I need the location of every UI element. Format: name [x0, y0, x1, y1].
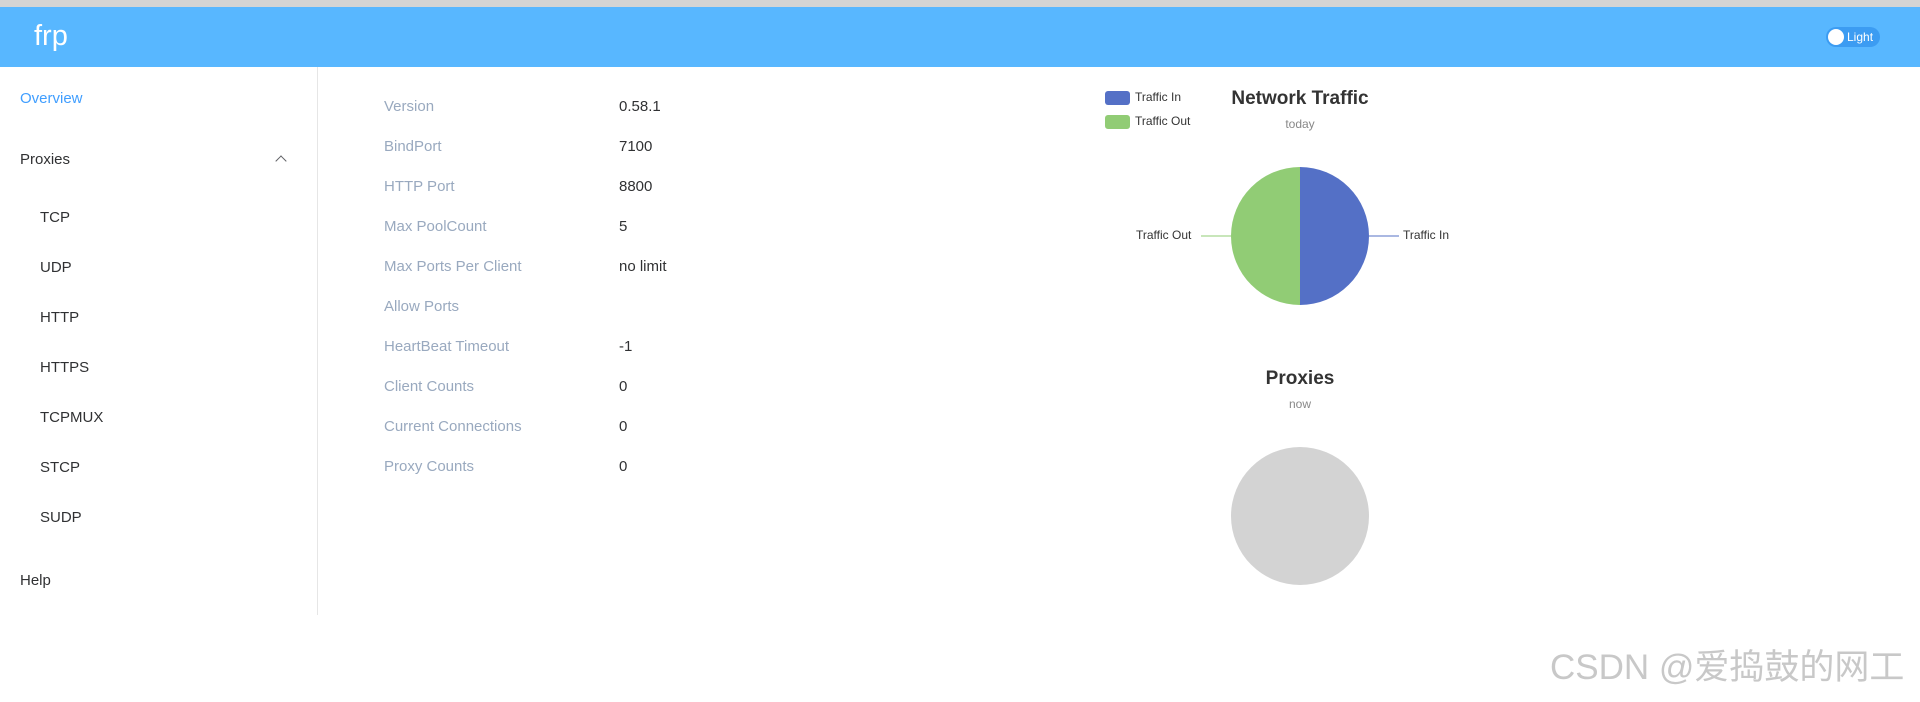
- browser-top-strip: [0, 0, 1920, 7]
- sidebar-menu: Overview Proxies TCP UDP HTTP HTTPS TCPM…: [0, 67, 318, 615]
- theme-toggle-label: Light: [1847, 30, 1874, 44]
- info-label-heartbeat-timeout: HeartBeat Timeout: [384, 338, 510, 355]
- info-value-http-port: 8800: [619, 178, 653, 195]
- csdn-watermark: CSDN @爱捣鼓的网工: [1550, 648, 1905, 687]
- info-label-version: Version: [384, 98, 435, 115]
- legend-swatch-traffic-in[interactable]: [1105, 91, 1130, 105]
- sidebar-item-https[interactable]: HTTPS: [40, 359, 90, 376]
- sidebar-item-udp[interactable]: UDP: [40, 259, 72, 276]
- app-logo[interactable]: frp: [34, 20, 68, 52]
- sidebar-item-tcp[interactable]: TCP: [40, 209, 70, 226]
- info-value-heartbeat-timeout: -1: [619, 338, 633, 355]
- proxies-chart-subtitle: now: [1288, 397, 1311, 411]
- info-label-http-port: HTTP Port: [384, 178, 455, 195]
- app-header: frp Light: [0, 7, 1920, 67]
- info-label-client-counts: Client Counts: [384, 378, 475, 395]
- info-value-current-connections: 0: [619, 418, 628, 435]
- network-traffic-subtitle: today: [1285, 117, 1315, 131]
- legend-label-traffic-out[interactable]: Traffic Out: [1135, 114, 1191, 128]
- toggle-knob: [1828, 29, 1844, 45]
- theme-toggle-switch[interactable]: Light: [1826, 27, 1880, 47]
- network-traffic-title: Network Traffic: [1231, 88, 1369, 109]
- sidebar-item-http[interactable]: HTTP: [40, 309, 80, 326]
- info-label-max-ports-per-client: Max Ports Per Client: [384, 258, 522, 275]
- info-value-client-counts: 0: [619, 378, 628, 395]
- sidebar-item-proxies[interactable]: Proxies: [20, 151, 71, 168]
- info-value-proxy-counts: 0: [619, 458, 628, 475]
- info-value-max-poolcount: 5: [619, 218, 628, 235]
- pie-label-traffic-out: Traffic Out: [1136, 228, 1192, 242]
- info-label-max-poolcount: Max PoolCount: [384, 218, 487, 235]
- info-value-version: 0.58.1: [619, 98, 661, 115]
- pie-label-traffic-in: Traffic In: [1403, 228, 1450, 242]
- info-value-max-ports-per-client: no limit: [619, 258, 667, 275]
- info-value-bindport: 7100: [619, 138, 653, 155]
- info-label-current-connections: Current Connections: [384, 418, 522, 435]
- network-traffic-slice-traffic-out[interactable]: [1231, 167, 1300, 305]
- info-label-proxy-counts: Proxy Counts: [384, 458, 475, 475]
- proxies-chart-title: Proxies: [1265, 368, 1335, 389]
- legend-swatch-traffic-out[interactable]: [1105, 115, 1130, 129]
- info-label-allow-ports: Allow Ports: [384, 298, 460, 315]
- info-label-bindport: BindPort: [384, 138, 442, 155]
- sidebar-item-tcpmux[interactable]: TCPMUX: [40, 409, 104, 426]
- sidebar-item-stcp[interactable]: STCP: [40, 459, 81, 476]
- sidebar-item-overview[interactable]: Overview: [20, 90, 83, 107]
- sidebar-item-sudp[interactable]: SUDP: [40, 509, 82, 526]
- legend-label-traffic-in[interactable]: Traffic In: [1135, 90, 1182, 104]
- proxies-empty-pie: [1231, 447, 1369, 585]
- network-traffic-slice-traffic-in[interactable]: [1300, 167, 1369, 305]
- sidebar-item-help[interactable]: Help: [20, 572, 51, 589]
